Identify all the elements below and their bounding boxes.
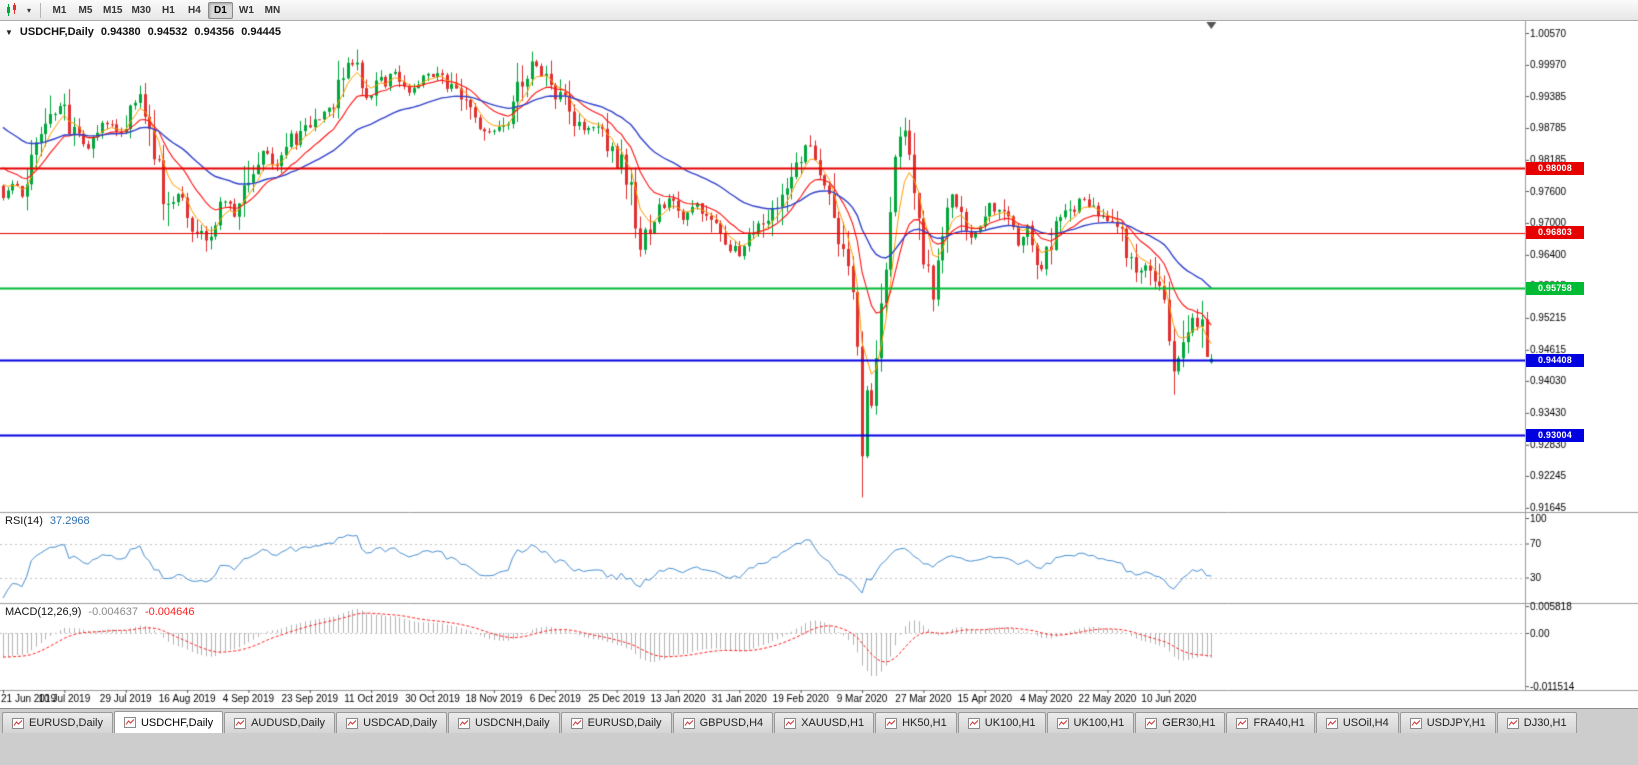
chart-tab-hk50-h1[interactable]: HK50,H1 [875, 712, 957, 733]
tab-label: EURUSD,Daily [29, 717, 103, 729]
chart-tab-audusd-daily[interactable]: AUDUSD,Daily [224, 712, 336, 733]
price-chart-canvas[interactable] [0, 21, 1638, 708]
chart-tab-xauusd-h1[interactable]: XAUUSD,H1 [774, 712, 875, 733]
tf-button-m5[interactable]: M5 [78, 4, 93, 16]
tab-label: USDCNH,Daily [475, 717, 550, 729]
tf-button-mn[interactable]: MN [264, 4, 281, 16]
tf-button-m15[interactable]: M15 [103, 4, 123, 16]
tf-button-m1[interactable]: M1 [52, 4, 67, 16]
price-level-tag[interactable]: 0.94408 [1526, 353, 1584, 367]
macd-signal-value: -0.004646 [144, 606, 195, 618]
tab-label: UK100,H1 [984, 717, 1036, 729]
chart-tabbar: EURUSD,Daily USDCHF,Daily AUDUSD,Daily USDC… [0, 708, 1638, 765]
macd-indicator-label: MACD(12,26,9) -0.004637 -0.004646 [5, 606, 195, 618]
quote-open: 0.94380 [100, 26, 141, 38]
tab-chart-icon [458, 717, 471, 729]
tab-label: USOil,H4 [1342, 717, 1389, 729]
tab-chart-icon [570, 717, 583, 729]
tab-label: GBPUSD,H4 [699, 717, 764, 729]
chart-collapse-caret-icon[interactable]: ▼ [5, 27, 13, 37]
tab-label: DJ30,H1 [1523, 717, 1567, 729]
tab-chart-icon [1145, 717, 1158, 729]
chart-tab-gbpusd-h4[interactable]: GBPUSD,H4 [672, 712, 774, 733]
tab-chart-icon [784, 717, 797, 729]
tab-chart-icon [1056, 717, 1069, 729]
chart-tab-uk100-h1[interactable]: UK100,H1 [1046, 712, 1135, 733]
toolbar-separator [40, 2, 41, 18]
chart-tab-eurusd-daily[interactable]: EURUSD,Daily [560, 712, 672, 733]
timeframe-buttons: M1 M5 M15 M30 H1 H4 D1 W1 MN [47, 1, 285, 19]
chart-tab-usdcad-daily[interactable]: USDCAD,Daily [336, 712, 448, 733]
quote-high: 0.94532 [147, 26, 188, 38]
price-level-tag[interactable]: 0.95758 [1526, 281, 1584, 295]
tab-label: USDJPY,H1 [1426, 717, 1486, 729]
macd-main-value: -0.004637 [88, 606, 138, 618]
chart-type-dropdown-icon[interactable]: ▾ [26, 5, 31, 15]
tab-chart-icon [1236, 717, 1249, 729]
chart-tab-ger30-h1[interactable]: GER30,H1 [1135, 712, 1226, 733]
rsi-name: RSI(14) [5, 515, 43, 527]
rsi-value: 37.2968 [49, 515, 90, 527]
tab-chart-icon [1506, 717, 1519, 729]
tab-chart-icon [346, 717, 359, 729]
chart-tab-usoil-h4[interactable]: USOil,H4 [1315, 712, 1399, 733]
macd-name: MACD(12,26,9) [5, 606, 82, 618]
tab-label: EURUSD,Daily [587, 717, 662, 729]
rsi-indicator-label: RSI(14) 37.2968 [5, 515, 90, 527]
chart-tabs: EURUSD,Daily USDCHF,Daily AUDUSD,Daily USDC… [2, 711, 1636, 733]
tf-button-h4[interactable]: H4 [188, 4, 201, 16]
tf-button-h1[interactable]: H1 [162, 4, 175, 16]
tab-label: USDCAD,Daily [363, 717, 438, 729]
tab-chart-icon [1409, 717, 1422, 729]
tab-label: UK100,H1 [1073, 717, 1125, 729]
tf-button-d1[interactable]: D1 [207, 1, 233, 19]
tab-label: FRA40,H1 [1253, 717, 1305, 729]
chart-tab-uk100-h1[interactable]: UK100,H1 [957, 712, 1046, 733]
price-level-tag[interactable]: 0.96803 [1526, 226, 1584, 240]
chart-symbol-period: USDCHF,Daily [19, 26, 94, 38]
quote-close: 0.94445 [241, 26, 281, 38]
quote-low: 0.94356 [194, 26, 235, 38]
price-level-tag[interactable]: 0.98008 [1526, 162, 1584, 176]
tab-label: GER30,H1 [1162, 717, 1216, 729]
tab-chart-icon [967, 717, 980, 729]
candlestick-chart-icon[interactable] [4, 3, 22, 18]
tab-label: AUDUSD,Daily [251, 717, 326, 729]
tab-chart-icon [885, 717, 898, 729]
chart-tab-fra40-h1[interactable]: FRA40,H1 [1226, 712, 1315, 733]
chart-ohlc-title: ▼ USDCHF,Daily 0.94380 0.94532 0.94356 0… [5, 26, 281, 38]
tab-chart-icon [682, 717, 695, 729]
tab-chart-icon [123, 717, 136, 728]
tab-chart-icon [1325, 717, 1338, 729]
tab-label: HK50,H1 [902, 717, 947, 729]
chart-tab-usdchf-daily[interactable]: USDCHF,Daily [113, 711, 224, 733]
price-level-tag[interactable]: 0.93004 [1526, 428, 1584, 442]
chart-tab-eurusd-daily[interactable]: EURUSD,Daily [2, 712, 113, 733]
chart-tab-usdcnh-daily[interactable]: USDCNH,Daily [448, 712, 560, 733]
tab-chart-icon [12, 717, 24, 729]
tab-label: XAUUSD,H1 [801, 717, 865, 729]
tf-button-m30[interactable]: M30 [131, 4, 151, 16]
tab-label: USDCHF,Daily [140, 716, 214, 729]
tf-button-w1[interactable]: W1 [238, 4, 254, 16]
timeframe-toolbar: ▾ M1 M5 M15 M30 H1 H4 D1 W1 MN [0, 0, 1638, 21]
chart-tab-dj30-h1[interactable]: DJ30,H1 [1496, 712, 1577, 733]
chart-tab-usdjpy-h1[interactable]: USDJPY,H1 [1399, 712, 1496, 733]
tab-chart-icon [234, 717, 247, 729]
